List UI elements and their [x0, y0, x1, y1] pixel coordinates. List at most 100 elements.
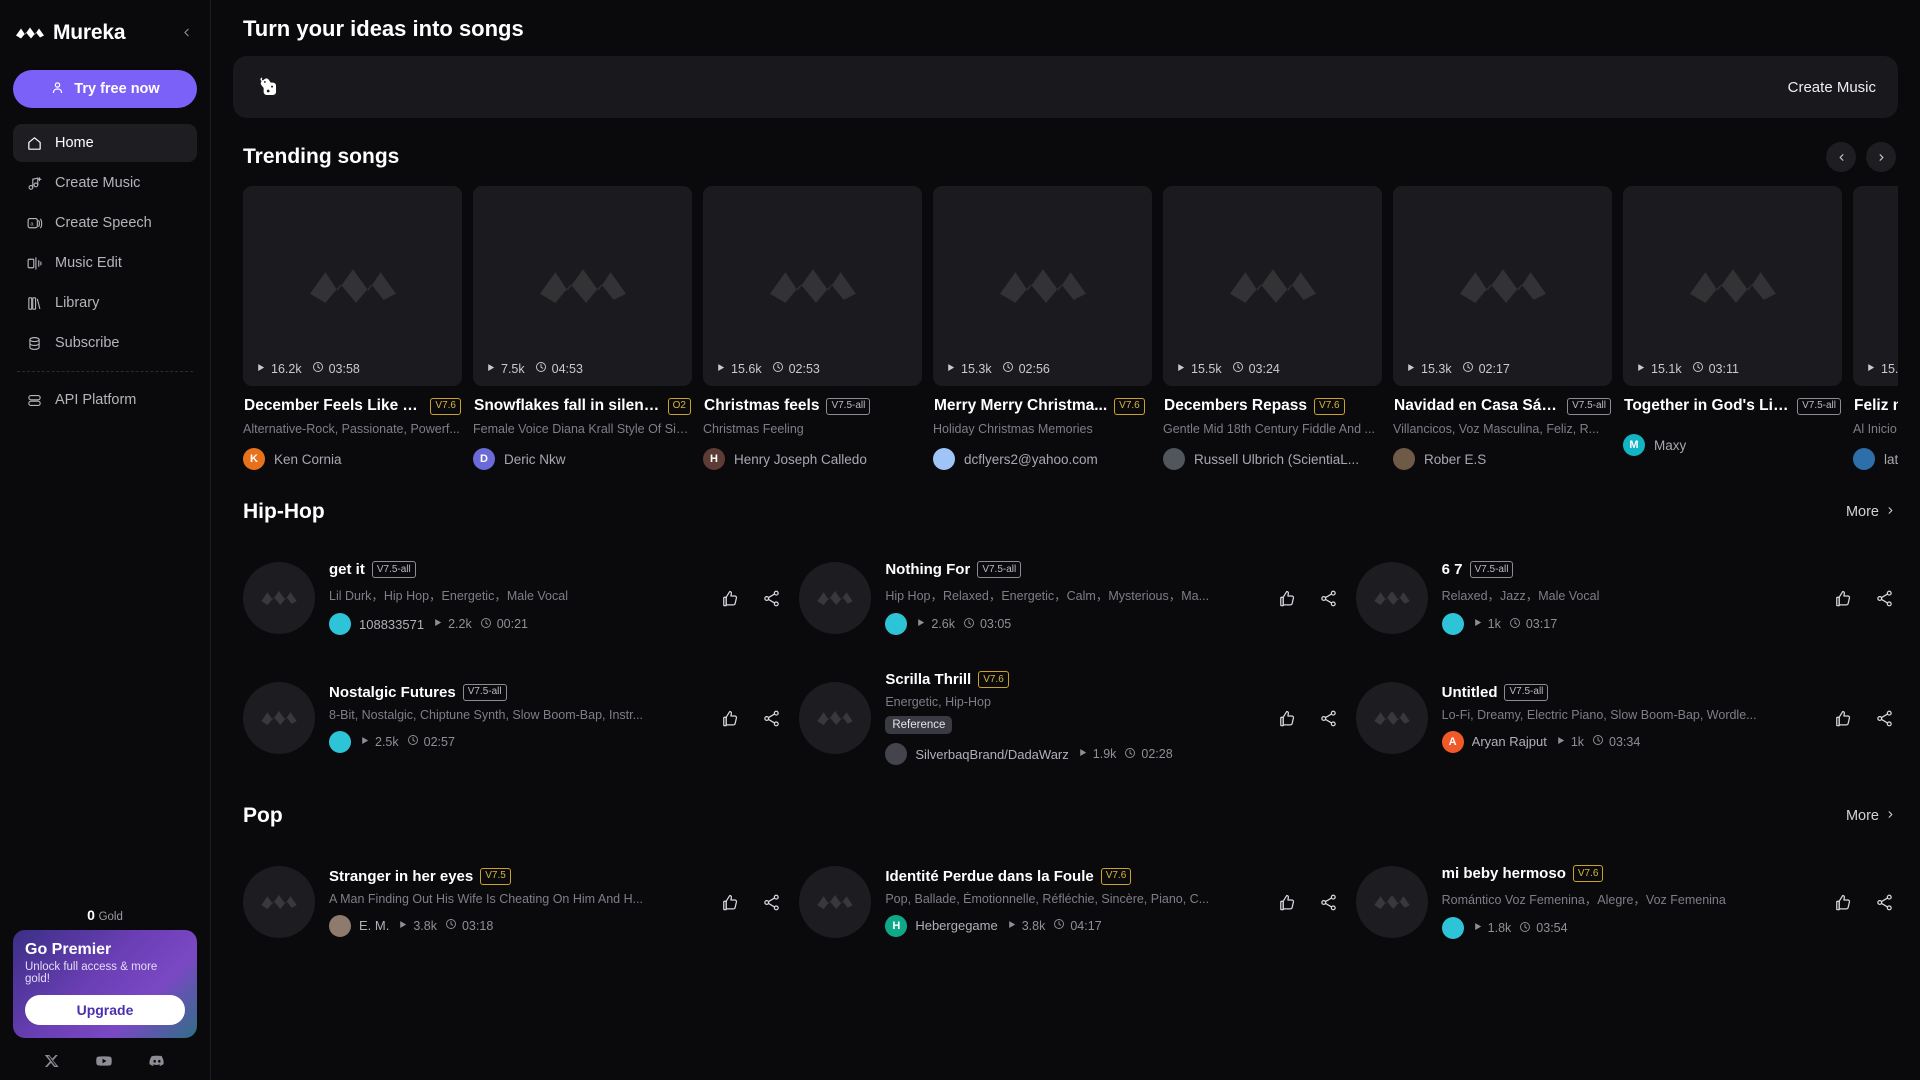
- sidebar-item-home[interactable]: Home: [13, 124, 197, 162]
- trending-card-artwork[interactable]: 15.3k 02:17: [1393, 186, 1612, 386]
- author-name[interactable]: Aryan Rajput: [1471, 734, 1547, 749]
- song-author[interactable]: K Ken Cornia: [243, 448, 462, 470]
- song-title[interactable]: Feliz nav: [1854, 397, 1898, 414]
- x-twitter-icon[interactable]: [44, 1053, 60, 1069]
- song-author[interactable]: Russell Ulbrich (ScientiaL...: [1163, 448, 1382, 470]
- thumbs-up-icon[interactable]: [1834, 589, 1853, 608]
- song-title[interactable]: Stranger in her eyes: [329, 867, 474, 885]
- share-icon[interactable]: [1319, 709, 1338, 728]
- share-icon[interactable]: [1875, 893, 1894, 912]
- song-title[interactable]: Snowflakes fall in silent...: [474, 397, 661, 414]
- share-icon[interactable]: [1319, 893, 1338, 912]
- song-row[interactable]: Untitled V7.5-all Lo-Fi, Dreamy, Electri…: [1355, 658, 1898, 778]
- trending-card-artwork[interactable]: 15.2k: [1853, 186, 1898, 386]
- sidebar-item-music-edit[interactable]: Music Edit: [13, 244, 197, 282]
- song-artwork[interactable]: [1355, 682, 1428, 754]
- thumbs-up-icon[interactable]: [1834, 893, 1853, 912]
- author-name[interactable]: E. M.: [359, 918, 390, 933]
- song-title[interactable]: Decembers Repass: [1164, 397, 1308, 414]
- trending-card[interactable]: 15.3k 02:56 Merry Merry Christma... V7.6…: [933, 186, 1152, 470]
- song-row[interactable]: Identité Perdue dans la Foule V7.6 Pop, …: [799, 842, 1341, 962]
- trending-card[interactable]: 15.6k 02:53 Christmas feels V7.5-all Chr…: [703, 186, 922, 470]
- song-title[interactable]: 6 7: [1441, 561, 1463, 578]
- trending-card[interactable]: 15.3k 02:17 Navidad en Casa Sán... V7.5-…: [1393, 186, 1612, 470]
- song-title[interactable]: Christmas feels: [704, 397, 820, 414]
- trending-card[interactable]: 16.2k 03:58 December Feels Like You V7.6…: [243, 186, 462, 470]
- song-row[interactable]: mi beby hermoso V7.6 Romántico Voz Femen…: [1355, 842, 1898, 962]
- thumbs-up-icon[interactable]: [721, 893, 740, 912]
- song-author[interactable]: H Henry Joseph Calledo: [703, 448, 922, 470]
- trending-card-artwork[interactable]: 15.6k 02:53: [703, 186, 922, 386]
- prompt-input[interactable]: [279, 79, 1788, 95]
- song-row[interactable]: Nothing For V7.5-all Hip Hop，Relaxed，Ene…: [799, 538, 1341, 658]
- share-icon[interactable]: [762, 893, 781, 912]
- trending-card[interactable]: 15.2k Feliz nav Al Inicio Qu lati: [1853, 186, 1898, 470]
- trending-card-artwork[interactable]: 15.1k 03:11: [1623, 186, 1842, 386]
- song-artwork[interactable]: [799, 866, 872, 938]
- song-artwork[interactable]: [1355, 562, 1428, 634]
- song-author[interactable]: D Deric Nkw: [473, 448, 692, 470]
- create-music-button[interactable]: Create Music: [1787, 78, 1876, 96]
- trending-carousel[interactable]: 16.2k 03:58 December Feels Like You V7.6…: [233, 186, 1898, 470]
- share-icon[interactable]: [762, 709, 781, 728]
- song-row[interactable]: get it V7.5-all Lil Durk，Hip Hop，Energet…: [243, 538, 785, 658]
- author-name[interactable]: 108833571: [359, 616, 425, 632]
- song-title[interactable]: Nothing For: [885, 561, 971, 578]
- trending-card-artwork[interactable]: 7.5k 04:53: [473, 186, 692, 386]
- thumbs-up-icon[interactable]: [1278, 893, 1297, 912]
- thumbs-up-icon[interactable]: [721, 589, 740, 608]
- thumbs-up-icon[interactable]: [1278, 589, 1297, 608]
- song-title[interactable]: Nostalgic Futures: [329, 683, 456, 701]
- share-icon[interactable]: [1875, 709, 1894, 728]
- trending-card[interactable]: 15.5k 03:24 Decembers Repass V7.6 Gentle…: [1163, 186, 1382, 470]
- thumbs-up-icon[interactable]: [721, 709, 740, 728]
- song-title[interactable]: get it: [329, 561, 365, 578]
- song-title[interactable]: Untitled: [1441, 683, 1498, 701]
- song-row[interactable]: Nostalgic Futures V7.5-all 8-Bit, Nostal…: [243, 658, 785, 778]
- dice-icon[interactable]: [257, 76, 279, 98]
- song-title[interactable]: December Feels Like You: [244, 397, 424, 414]
- sidebar-item-subscribe[interactable]: Subscribe: [13, 324, 197, 362]
- song-title[interactable]: Navidad en Casa Sán...: [1394, 397, 1561, 414]
- trending-card[interactable]: 15.1k 03:11 Together in God's Light V7.5…: [1623, 186, 1842, 470]
- share-icon[interactable]: [1875, 589, 1894, 608]
- author-name[interactable]: Hebergegame: [915, 918, 998, 933]
- trending-card[interactable]: 7.5k 04:53 Snowflakes fall in silent... …: [473, 186, 692, 470]
- thumbs-up-icon[interactable]: [1278, 709, 1297, 728]
- song-title[interactable]: Scrilla Thrill: [885, 671, 972, 688]
- song-artwork[interactable]: [243, 562, 315, 634]
- carousel-prev-button[interactable]: [1826, 142, 1856, 172]
- sidebar-item-library[interactable]: Library: [13, 284, 197, 322]
- song-artwork[interactable]: [799, 682, 872, 754]
- song-author[interactable]: lati: [1853, 448, 1898, 470]
- trending-card-artwork[interactable]: 15.5k 03:24: [1163, 186, 1382, 386]
- song-artwork[interactable]: [799, 562, 872, 634]
- go-premier-card[interactable]: Go Premier Unlock full access & more gol…: [13, 930, 197, 1038]
- carousel-next-button[interactable]: [1866, 142, 1896, 172]
- sidebar-collapse-icon[interactable]: [180, 26, 193, 41]
- sidebar-item-api-platform[interactable]: API Platform: [13, 381, 197, 419]
- song-title[interactable]: mi beby hermoso: [1441, 865, 1566, 882]
- song-author[interactable]: dcflyers2@yahoo.com: [933, 448, 1152, 470]
- more-link[interactable]: More: [1846, 808, 1896, 824]
- song-title[interactable]: Identité Perdue dans la Foule: [885, 867, 1094, 885]
- share-icon[interactable]: [762, 589, 781, 608]
- thumbs-up-icon[interactable]: [1834, 709, 1853, 728]
- discord-icon[interactable]: [148, 1052, 166, 1070]
- trending-card-artwork[interactable]: 15.3k 02:56: [933, 186, 1152, 386]
- upgrade-button[interactable]: Upgrade: [25, 995, 185, 1025]
- song-title[interactable]: Merry Merry Christma...: [934, 397, 1108, 414]
- author-name[interactable]: SilverbaqBrand/DadaWarz: [915, 746, 1069, 762]
- youtube-icon[interactable]: [95, 1052, 113, 1070]
- sidebar-item-create-music[interactable]: Create Music: [13, 164, 197, 202]
- song-author[interactable]: M Maxy: [1623, 434, 1842, 456]
- song-author[interactable]: Rober E.S: [1393, 448, 1612, 470]
- sidebar-item-create-speech[interactable]: a Create Speech: [13, 204, 197, 242]
- create-music-prompt-bar[interactable]: Create Music: [233, 56, 1898, 118]
- song-artwork[interactable]: [1355, 866, 1428, 938]
- song-artwork[interactable]: [243, 682, 315, 754]
- song-row[interactable]: Stranger in her eyes V7.5 A Man Finding …: [243, 842, 785, 962]
- trending-card-artwork[interactable]: 16.2k 03:58: [243, 186, 462, 386]
- song-row[interactable]: 6 7 V7.5-all Relaxed，Jazz，Male Vocal 1k …: [1355, 538, 1898, 658]
- song-row[interactable]: Scrilla Thrill V7.6 Energetic, Hip-Hop R…: [799, 658, 1341, 778]
